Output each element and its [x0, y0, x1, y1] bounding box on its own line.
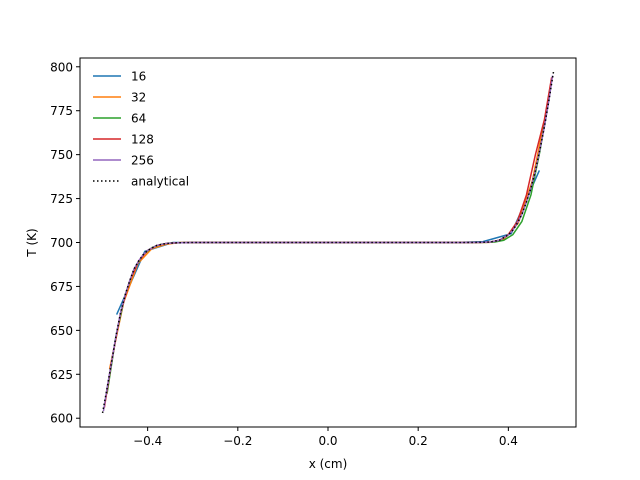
series-line-analytical — [101, 71, 555, 414]
legend-label-32: 32 — [131, 91, 146, 105]
x-tick-label: −0.4 — [133, 434, 162, 448]
legend: 16 32 64 128 256 analytical — [93, 70, 189, 189]
y-tick-label: 625 — [50, 368, 73, 382]
x-axis-label: x (cm) — [309, 457, 348, 471]
x-tick-label: 0.4 — [499, 434, 518, 448]
y-tick-label: 800 — [50, 60, 73, 74]
legend-label-16: 16 — [131, 70, 146, 84]
plot-lines — [101, 71, 555, 414]
x-tick-label: 0.2 — [409, 434, 428, 448]
legend-label-128: 128 — [131, 133, 154, 147]
series-line-32 — [108, 110, 548, 370]
y-tick-label: 750 — [50, 148, 73, 162]
x-tick-label: 0.0 — [318, 434, 337, 448]
series-line-64 — [106, 98, 550, 394]
y-tick-label: 650 — [50, 324, 73, 338]
y-tick-label: 725 — [50, 192, 73, 206]
y-tick-label: 675 — [50, 280, 73, 294]
legend-label-64: 64 — [131, 112, 146, 126]
series-line-256 — [102, 75, 554, 412]
y-axis-ticks: 600 625 650 675 700 725 750 775 800 — [50, 60, 80, 426]
y-tick-label: 600 — [50, 412, 73, 426]
x-tick-label: −0.2 — [223, 434, 252, 448]
y-tick-label: 775 — [50, 104, 73, 118]
y-tick-label: 700 — [50, 236, 73, 250]
legend-label-analytical: analytical — [131, 175, 189, 189]
x-axis-ticks: −0.4 −0.2 0.0 0.2 0.4 — [133, 427, 518, 448]
y-axis-label: T (K) — [25, 228, 39, 257]
legend-label-256: 256 — [131, 154, 154, 168]
